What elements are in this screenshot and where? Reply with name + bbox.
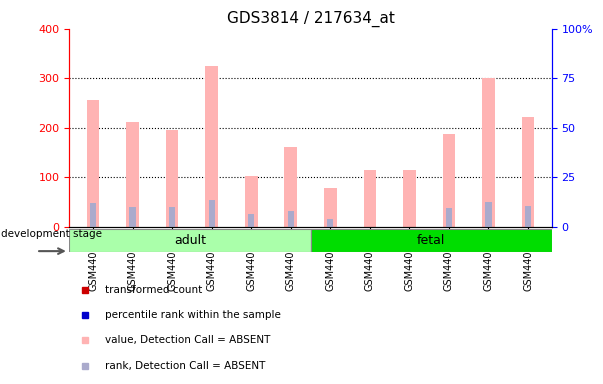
Bar [324, 188, 336, 227]
Bar [130, 207, 136, 227]
Text: development stage: development stage [1, 229, 103, 239]
Bar [403, 170, 415, 227]
Bar [446, 208, 452, 227]
Text: rank, Detection Call = ABSENT: rank, Detection Call = ABSENT [106, 361, 265, 371]
Text: percentile rank within the sample: percentile rank within the sample [106, 310, 281, 320]
Bar [285, 147, 297, 227]
Bar [288, 211, 294, 227]
Text: adult: adult [174, 234, 206, 247]
Bar [248, 214, 254, 227]
Text: fetal: fetal [417, 234, 446, 247]
Bar [522, 117, 534, 227]
Bar [209, 200, 215, 227]
Bar [169, 207, 175, 227]
Bar [525, 206, 531, 227]
Bar [87, 101, 99, 227]
Bar [443, 134, 455, 227]
Bar [311, 229, 552, 252]
Bar [327, 218, 333, 227]
Bar [482, 78, 495, 227]
Title: GDS3814 / 217634_at: GDS3814 / 217634_at [227, 11, 394, 27]
Bar [90, 203, 96, 227]
Bar [166, 130, 178, 227]
Bar [69, 229, 311, 252]
Bar [485, 202, 491, 227]
Bar [126, 122, 139, 227]
Text: transformed count: transformed count [106, 285, 203, 295]
Bar [364, 170, 376, 227]
Bar [245, 175, 257, 227]
Bar [206, 66, 218, 227]
Text: value, Detection Call = ABSENT: value, Detection Call = ABSENT [106, 335, 271, 345]
